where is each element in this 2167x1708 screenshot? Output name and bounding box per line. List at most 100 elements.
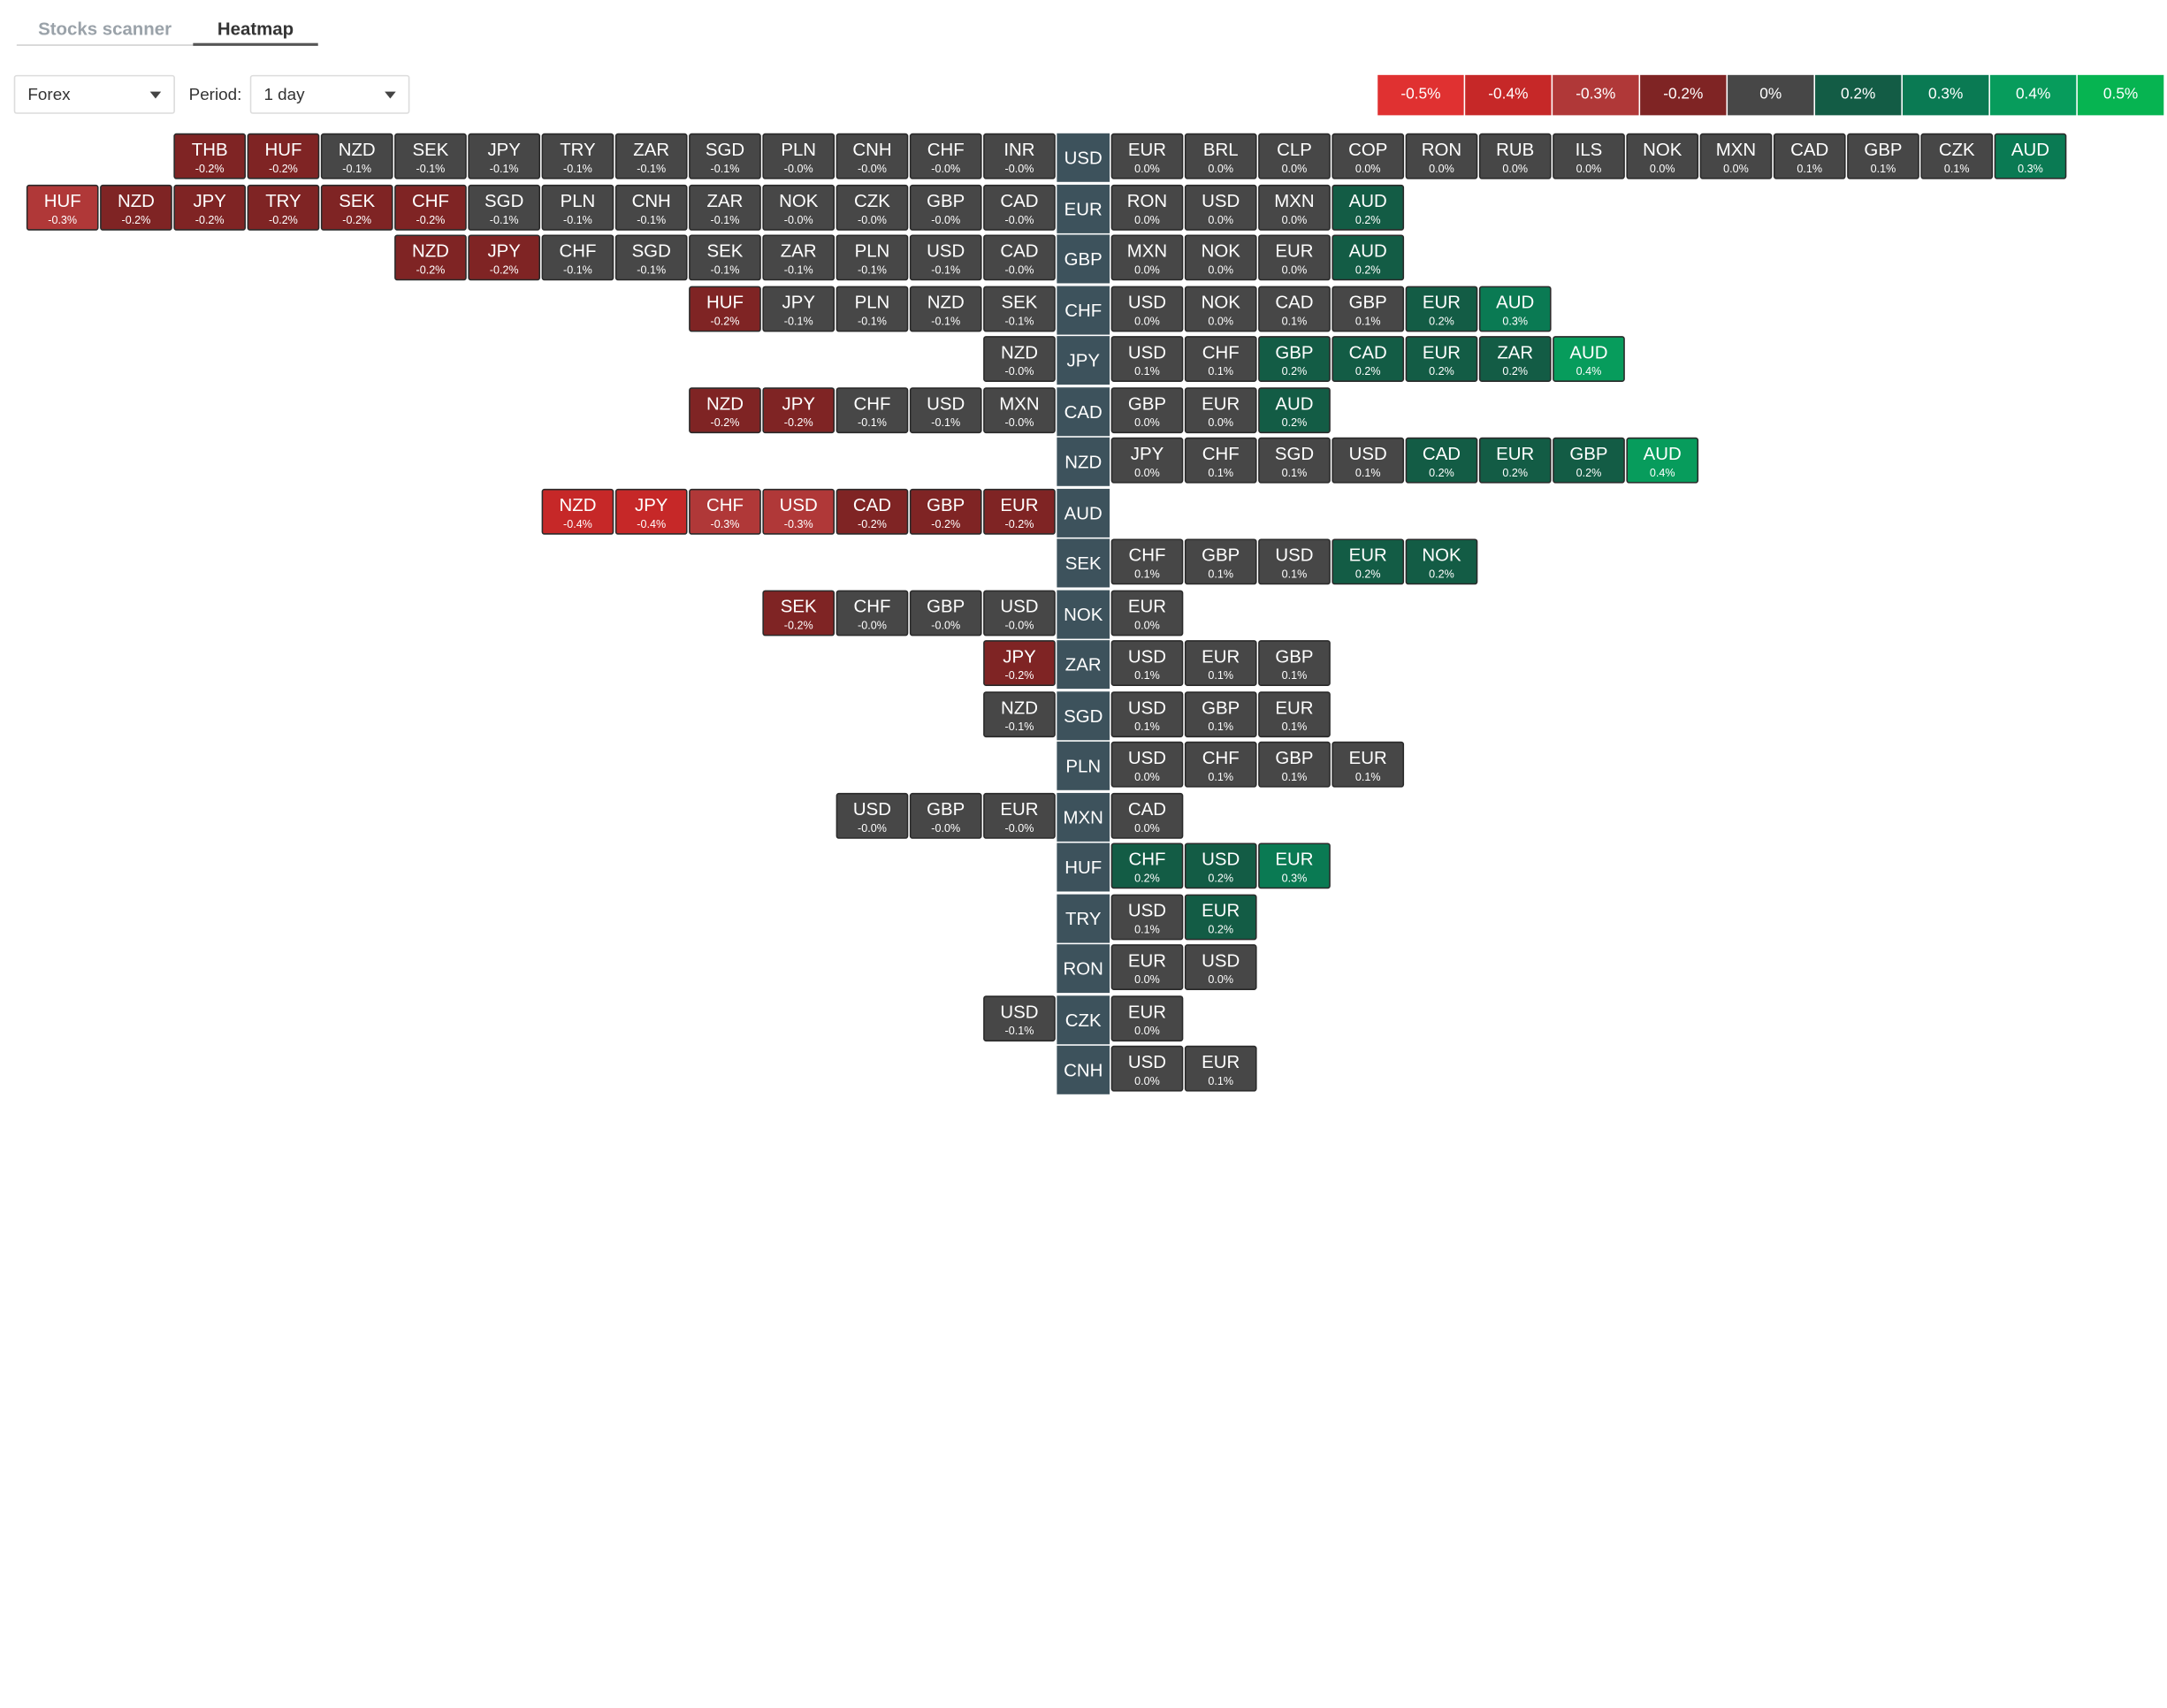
heatmap-cell[interactable]: COP 0.0% (1331, 133, 1405, 179)
heatmap-cell[interactable]: EUR 0.0% (1110, 133, 1184, 179)
heatmap-cell[interactable]: AUD 0.3% (1994, 133, 2067, 179)
heatmap-cell[interactable]: CHF 0.2% (1110, 843, 1184, 889)
heatmap-cell[interactable]: USD 0.0% (1110, 285, 1184, 332)
heatmap-cell[interactable]: USD 0.1% (1110, 336, 1184, 382)
heatmap-cell[interactable]: EUR 0.2% (1184, 893, 1257, 940)
heatmap-cell[interactable]: JPY 0.0% (1110, 437, 1184, 484)
heatmap-cell[interactable]: EUR 0.0% (1110, 589, 1184, 636)
heatmap-cell[interactable]: CZK -0.0% (836, 184, 909, 230)
heatmap-cell[interactable]: RON 0.0% (1110, 184, 1184, 230)
heatmap-cell[interactable]: GBP 0.1% (1331, 285, 1405, 332)
heatmap-cell[interactable]: JPY -0.2% (762, 386, 836, 433)
heatmap-cell[interactable]: CAD 0.2% (1405, 437, 1478, 484)
base-currency-cnh[interactable]: CNH (1057, 1045, 1110, 1094)
heatmap-cell[interactable]: EUR 0.1% (1258, 690, 1331, 737)
heatmap-cell[interactable]: CAD -0.2% (836, 488, 909, 534)
heatmap-cell[interactable]: NZD -0.1% (320, 133, 393, 179)
heatmap-cell[interactable]: AUD 0.2% (1331, 184, 1405, 230)
heatmap-cell[interactable]: HUF -0.3% (26, 184, 99, 230)
heatmap-cell[interactable]: CNH -0.0% (836, 133, 909, 179)
base-currency-usd[interactable]: USD (1057, 133, 1110, 182)
heatmap-cell[interactable]: USD -0.1% (983, 995, 1056, 1041)
heatmap-cell[interactable]: USD 0.1% (1331, 437, 1405, 484)
heatmap-cell[interactable]: ILS 0.0% (1553, 133, 1625, 179)
base-currency-zar[interactable]: ZAR (1057, 640, 1110, 690)
heatmap-cell[interactable]: TRY -0.2% (247, 184, 320, 230)
base-currency-pln[interactable]: PLN (1057, 741, 1110, 790)
heatmap-cell[interactable]: JPY -0.1% (762, 285, 836, 332)
heatmap-cell[interactable]: INR -0.0% (983, 133, 1056, 179)
heatmap-cell[interactable]: USD -0.0% (983, 589, 1056, 636)
heatmap-cell[interactable]: RON 0.0% (1405, 133, 1478, 179)
heatmap-cell[interactable]: USD 0.0% (1110, 741, 1184, 788)
heatmap-cell[interactable]: NZD -0.2% (394, 234, 467, 281)
base-currency-sgd[interactable]: SGD (1057, 690, 1110, 740)
heatmap-cell[interactable]: AUD 0.2% (1258, 386, 1331, 433)
heatmap-cell[interactable]: GBP -0.0% (909, 589, 982, 636)
heatmap-cell[interactable]: SEK -0.1% (689, 234, 761, 281)
heatmap-cell[interactable]: CAD -0.0% (983, 234, 1056, 281)
heatmap-cell[interactable]: ZAR 0.2% (1478, 336, 1552, 382)
heatmap-cell[interactable]: USD -0.3% (762, 488, 836, 534)
heatmap-cell[interactable]: GBP 0.2% (1553, 437, 1625, 484)
heatmap-cell[interactable]: NZD -0.2% (100, 184, 172, 230)
base-currency-czk[interactable]: CZK (1057, 995, 1110, 1044)
base-currency-gbp[interactable]: GBP (1057, 234, 1110, 284)
base-currency-mxn[interactable]: MXN (1057, 792, 1110, 842)
heatmap-cell[interactable]: AUD 0.4% (1553, 336, 1625, 382)
heatmap-cell[interactable]: EUR -0.2% (983, 488, 1056, 534)
heatmap-cell[interactable]: NOK 0.0% (1626, 133, 1699, 179)
heatmap-cell[interactable]: GBP 0.1% (1258, 640, 1331, 686)
heatmap-cell[interactable]: CLP 0.0% (1258, 133, 1331, 179)
base-currency-cad[interactable]: CAD (1057, 386, 1110, 436)
heatmap-cell[interactable]: PLN -0.0% (762, 133, 836, 179)
heatmap-cell[interactable]: USD 0.1% (1110, 690, 1184, 737)
heatmap-cell[interactable]: NZD -0.2% (689, 386, 761, 433)
heatmap-cell[interactable]: JPY -0.4% (614, 488, 688, 534)
heatmap-cell[interactable]: SEK -0.2% (320, 184, 393, 230)
tab-stocks-scanner[interactable]: Stocks scanner (38, 18, 172, 39)
heatmap-cell[interactable]: EUR 0.0% (1110, 995, 1184, 1041)
heatmap-cell[interactable]: NOK 0.2% (1405, 538, 1478, 585)
heatmap-cell[interactable]: PLN -0.1% (836, 234, 909, 281)
heatmap-cell[interactable]: MXN 0.0% (1258, 184, 1331, 230)
base-currency-jpy[interactable]: JPY (1057, 336, 1110, 385)
heatmap-cell[interactable]: SGD -0.1% (468, 184, 541, 230)
period-select[interactable]: 1 day (249, 74, 410, 114)
heatmap-cell[interactable]: GBP 0.0% (1110, 386, 1184, 433)
heatmap-cell[interactable]: PLN -0.1% (541, 184, 614, 230)
heatmap-cell[interactable]: CHF -0.0% (909, 133, 982, 179)
heatmap-cell[interactable]: EUR 0.1% (1184, 1045, 1257, 1092)
heatmap-cell[interactable]: EUR 0.2% (1478, 437, 1552, 484)
base-currency-ron[interactable]: RON (1057, 944, 1110, 994)
heatmap-cell[interactable]: EUR 0.2% (1405, 336, 1478, 382)
heatmap-cell[interactable]: NZD -0.4% (541, 488, 614, 534)
heatmap-cell[interactable]: ZAR -0.1% (614, 133, 688, 179)
heatmap-cell[interactable]: CAD -0.0% (983, 184, 1056, 230)
heatmap-cell[interactable]: NZD -0.1% (909, 285, 982, 332)
heatmap-cell[interactable]: MXN 0.0% (1699, 133, 1773, 179)
heatmap-cell[interactable]: SGD -0.1% (689, 133, 761, 179)
heatmap-cell[interactable]: HUF -0.2% (689, 285, 761, 332)
heatmap-cell[interactable]: GBP -0.0% (909, 792, 982, 838)
heatmap-cell[interactable]: SGD 0.1% (1258, 437, 1331, 484)
heatmap-cell[interactable]: JPY -0.2% (173, 184, 247, 230)
heatmap-cell[interactable]: USD 0.0% (1110, 1045, 1184, 1092)
heatmap-cell[interactable]: JPY -0.2% (983, 640, 1056, 686)
base-currency-try[interactable]: TRY (1057, 893, 1110, 942)
heatmap-cell[interactable]: GBP -0.2% (909, 488, 982, 534)
heatmap-cell[interactable]: EUR 0.0% (1110, 944, 1184, 990)
heatmap-cell[interactable]: CHF -0.1% (541, 234, 614, 281)
base-currency-huf[interactable]: HUF (1057, 843, 1110, 892)
heatmap-cell[interactable]: THB -0.2% (173, 133, 247, 179)
heatmap-cell[interactable]: CHF 0.1% (1184, 336, 1257, 382)
heatmap-cell[interactable]: CHF -0.1% (836, 386, 909, 433)
heatmap-cell[interactable]: AUD 0.2% (1331, 234, 1405, 281)
heatmap-cell[interactable]: EUR 0.1% (1184, 640, 1257, 686)
heatmap-cell[interactable]: USD -0.0% (836, 792, 909, 838)
heatmap-cell[interactable]: GBP 0.1% (1184, 538, 1257, 585)
heatmap-cell[interactable]: JPY -0.2% (468, 234, 541, 281)
heatmap-cell[interactable]: EUR 0.1% (1331, 741, 1405, 788)
heatmap-cell[interactable]: AUD 0.4% (1626, 437, 1699, 484)
heatmap-cell[interactable]: BRL 0.0% (1184, 133, 1257, 179)
